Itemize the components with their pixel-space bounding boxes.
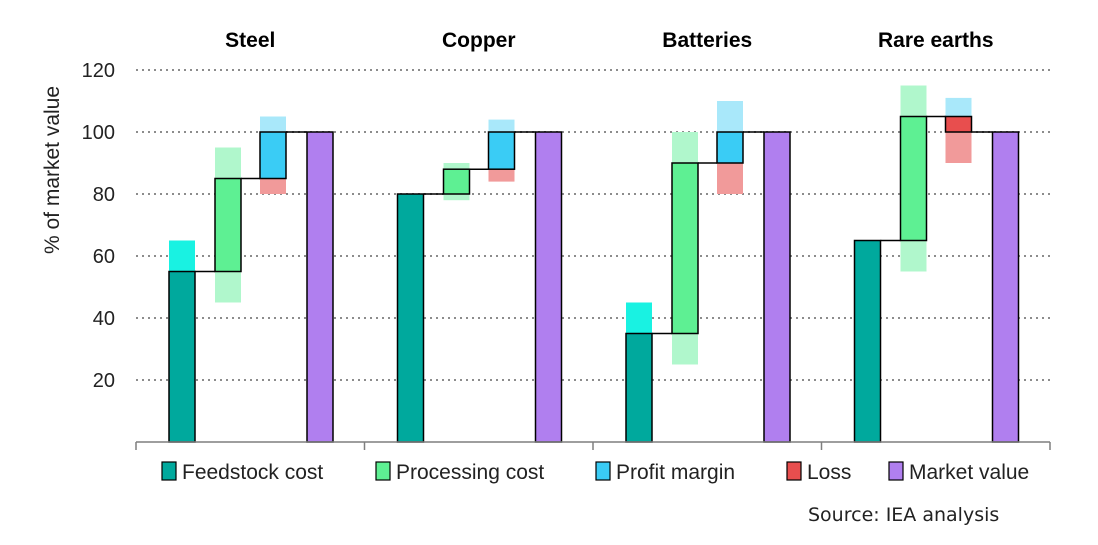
feedstock-range-bar	[169, 240, 195, 272]
legend-label: Feedstock cost	[182, 461, 323, 484]
processing-bar	[214, 177, 242, 273]
profit-range-bar	[717, 101, 743, 132]
legend: Feedstock cost Processing cost Profit marg…	[161, 461, 1029, 484]
panel-title: Batteries	[662, 29, 752, 52]
panel-title: Copper	[442, 29, 516, 52]
market-value-bar	[534, 131, 563, 443]
feedstock-bar	[625, 332, 653, 443]
processing-bar	[671, 162, 699, 335]
profit-range-bar	[260, 116, 286, 132]
profit-range-bar	[945, 97, 972, 117]
loss-range-bar	[488, 169, 515, 182]
market-value-bar	[306, 131, 334, 443]
x-axis	[135, 441, 1051, 450]
legend-item-feedstock: Feedstock cost	[161, 461, 323, 484]
panel-copper: Copper	[396, 29, 563, 443]
y-tick-label: 60	[93, 246, 115, 268]
panel-title: Rare earths	[878, 29, 994, 52]
y-tick-label: 100	[82, 122, 115, 144]
legend-label: Processing cost	[396, 461, 544, 484]
profit-margin-bar	[259, 131, 287, 180]
feedstock-bar	[396, 193, 425, 443]
y-tick-label: 40	[93, 308, 115, 330]
legend-item-profit: Profit margin	[595, 461, 735, 484]
legend-swatch	[888, 461, 904, 481]
y-axis-label: % of market value	[41, 86, 64, 254]
loss-range-bar	[717, 163, 743, 194]
legend-swatch	[595, 461, 611, 481]
panel-steel: Steel	[168, 29, 334, 443]
legend-swatch	[786, 461, 802, 481]
feedstock-bar	[168, 270, 196, 443]
y-tick-label: 120	[82, 60, 115, 82]
panel-rare-earths: Rare earths	[853, 29, 1020, 443]
source-note: Source: IEA analysis	[808, 504, 1000, 526]
loss-range-bar	[945, 132, 972, 163]
legend-label: Market value	[909, 461, 1029, 484]
legend-label: Profit margin	[616, 461, 735, 484]
legend-swatch	[375, 461, 391, 481]
feedstock-bar	[853, 239, 882, 443]
panel-title: Steel	[225, 29, 275, 52]
processing-bar	[442, 168, 471, 195]
y-tick-label: 20	[93, 370, 115, 392]
feedstock-range-bar	[626, 302, 652, 334]
processing-bar	[899, 115, 928, 242]
y-axis-ticks: 20 40 60 80 100 120	[82, 60, 115, 392]
y-tick-label: 80	[93, 184, 115, 206]
legend-item-processing: Processing cost	[375, 461, 544, 484]
loss-range-bar	[260, 178, 286, 194]
market-value-bar	[991, 131, 1020, 443]
legend-item-market: Market value	[888, 461, 1029, 484]
legend-item-loss: Loss	[786, 461, 851, 484]
legend-label: Loss	[807, 461, 851, 484]
panel-batteries: Batteries	[625, 29, 791, 443]
loss-bar	[944, 115, 973, 133]
market-value-bar	[763, 131, 791, 443]
profit-margin-bar	[716, 131, 744, 164]
chart-panels: Steel Copper Batteries Rare earths	[168, 29, 1020, 443]
legend-swatch	[161, 461, 177, 481]
profit-range-bar	[488, 119, 515, 132]
gridlines	[136, 69, 1050, 381]
profit-margin-bar	[487, 131, 516, 170]
